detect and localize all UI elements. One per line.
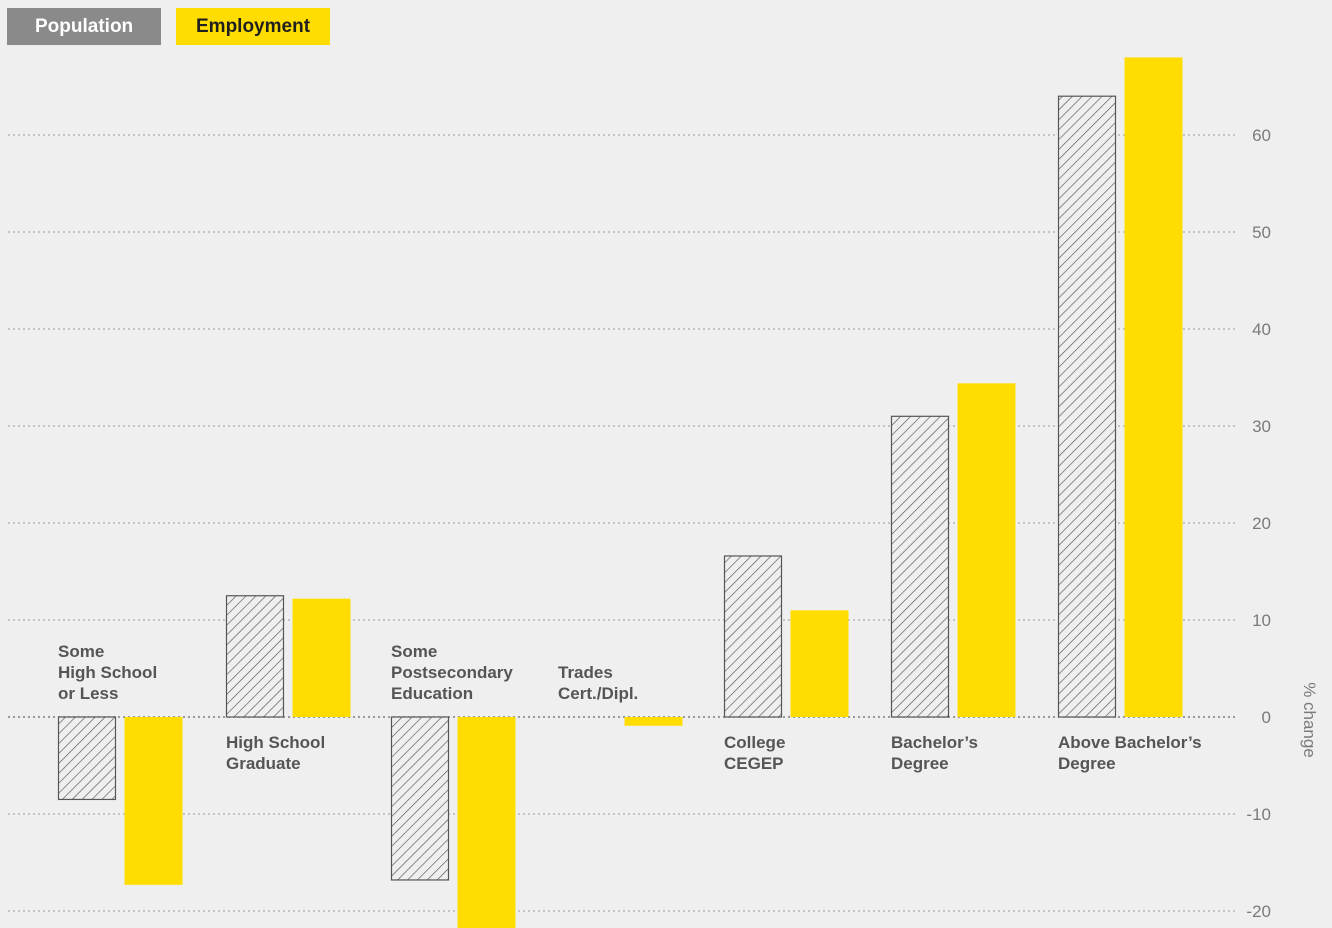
y-axis-title: % change [1300, 682, 1319, 758]
y-axis-ticks: 60 50 40 30 20 10 0 -10 -20 [1246, 126, 1271, 921]
y-tick-label: 50 [1252, 223, 1271, 242]
category-label: Graduate [226, 754, 301, 773]
bar-employment [292, 598, 351, 717]
legend-population: Population [7, 8, 161, 45]
category-label: High School [58, 663, 157, 682]
category-label: CEGEP [724, 754, 784, 773]
y-tick-label: 20 [1252, 514, 1271, 533]
bar-population [723, 555, 783, 718]
bar-population [57, 716, 117, 801]
bar-employment [124, 717, 183, 885]
bar-employment [624, 717, 683, 726]
category-label: High School [226, 733, 325, 752]
bars [57, 57, 1183, 928]
category-label: Postsecondary [391, 663, 513, 682]
bar-population [225, 595, 285, 718]
y-tick-label: -20 [1246, 902, 1271, 921]
bar-employment [957, 383, 1016, 717]
category-label: or Less [58, 684, 118, 703]
category-label: Above Bachelor’s [1058, 733, 1202, 752]
category-label: Trades [558, 663, 613, 682]
y-tick-label: 60 [1252, 126, 1271, 145]
legend-employment: Employment [176, 8, 330, 45]
category-label: Degree [1058, 754, 1116, 773]
category-label: College [724, 733, 785, 752]
y-tick-label: 10 [1252, 611, 1271, 630]
category-label: Some [391, 642, 437, 661]
bar-population [390, 716, 450, 881]
category-label: Some [58, 642, 104, 661]
category-label: Cert./Dipl. [558, 684, 638, 703]
bar-employment [457, 717, 516, 928]
bar-employment [1124, 57, 1183, 717]
bar-population [1057, 95, 1117, 718]
category-label: Bachelor’s [891, 733, 978, 752]
y-tick-label: -10 [1246, 805, 1271, 824]
y-tick-label: 40 [1252, 320, 1271, 339]
category-label: Degree [891, 754, 949, 773]
bar-employment [790, 610, 849, 717]
y-tick-label: 30 [1252, 417, 1271, 436]
category-labels: Some High School or Less High School Graduat… [58, 642, 1202, 773]
y-tick-label: 0 [1262, 708, 1271, 727]
gridlines [8, 134, 1235, 912]
bar-population [890, 415, 950, 718]
category-label: Education [391, 684, 473, 703]
